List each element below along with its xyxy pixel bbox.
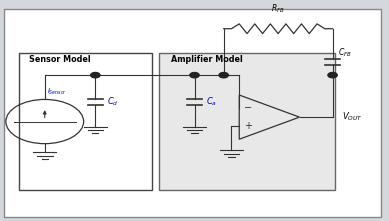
Circle shape [328,72,337,78]
Circle shape [190,72,199,78]
Text: $C_d$: $C_d$ [107,95,119,108]
Circle shape [91,72,100,78]
Text: $V_{OUT}$: $V_{OUT}$ [342,111,363,123]
Text: −: − [244,103,252,113]
Bar [19,53,152,190]
Circle shape [219,72,228,78]
Text: Amplifier Model: Amplifier Model [171,55,243,64]
Text: $I_{Sensor}$: $I_{Sensor}$ [47,87,67,97]
Text: $C_a$: $C_a$ [206,95,217,108]
Text: $R_{FB}$: $R_{FB}$ [271,3,285,15]
Bar [159,53,335,190]
Text: +: + [244,121,252,131]
Text: Sensor Model: Sensor Model [29,55,91,64]
Text: $C_{FB}$: $C_{FB}$ [338,47,352,59]
